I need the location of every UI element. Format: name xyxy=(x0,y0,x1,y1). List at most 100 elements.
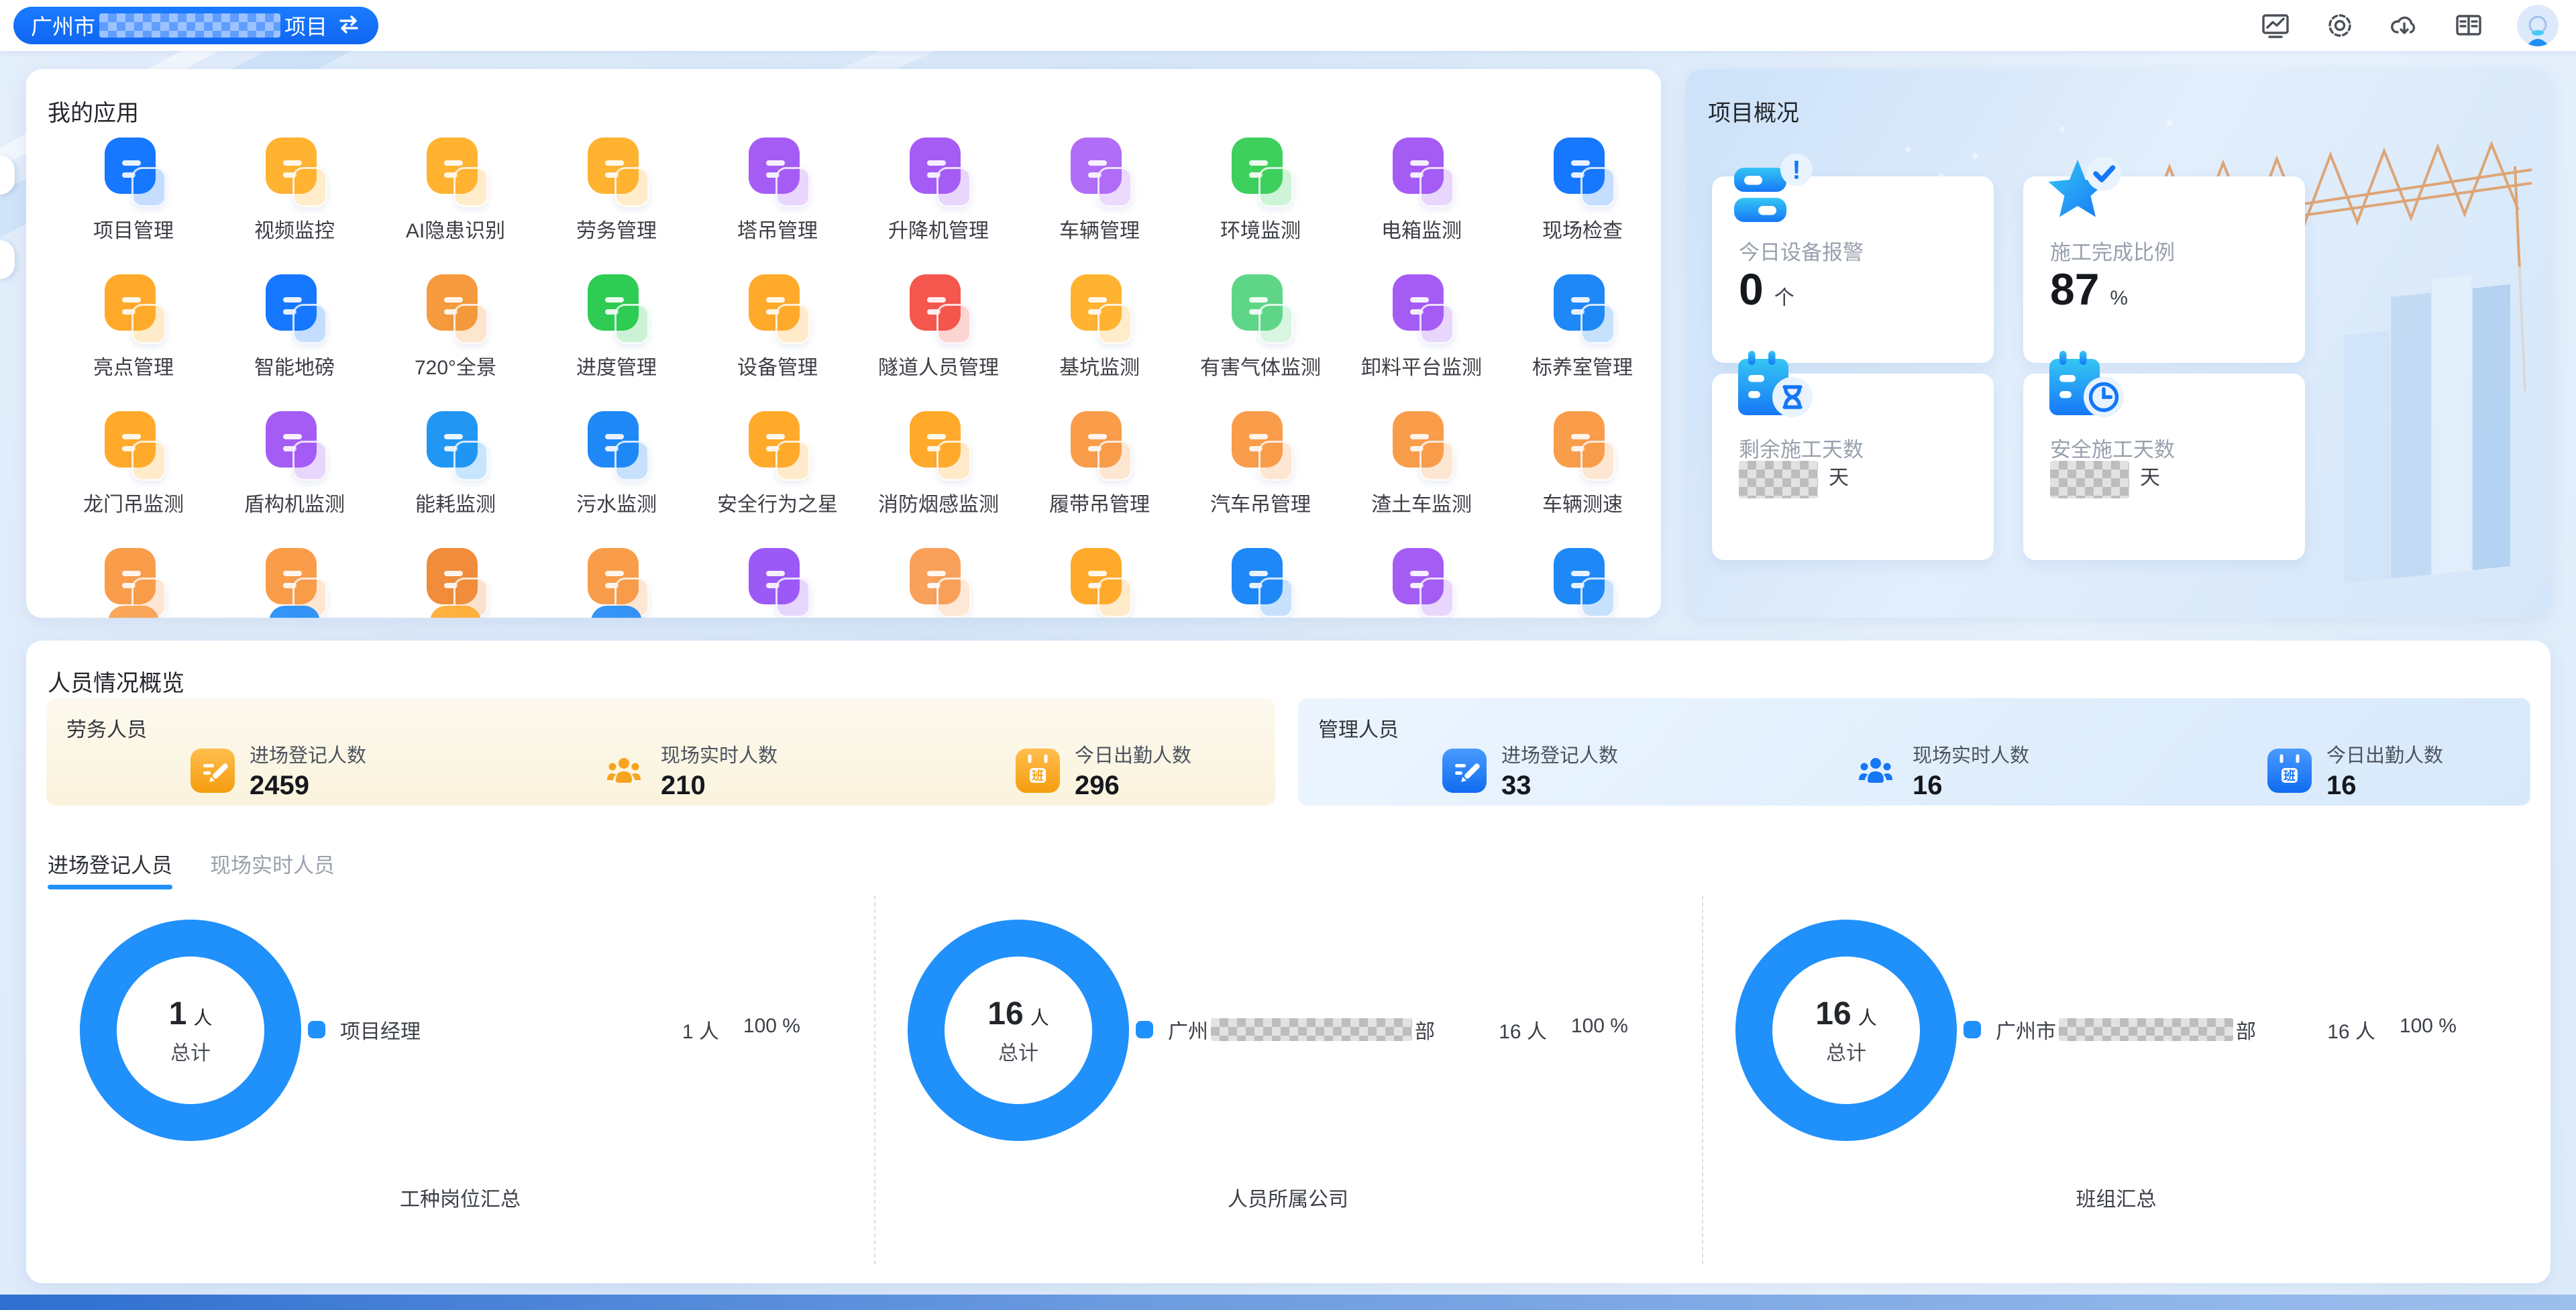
app-item[interactable]: 车辆冲洗监测 xyxy=(858,544,1019,618)
app-item[interactable]: 环境监测 xyxy=(1180,133,1341,243)
sidebar-collapse-handle[interactable] xyxy=(0,240,15,279)
labor-onsite-stat: 现场实时人数 210 xyxy=(602,740,777,801)
app-item[interactable]: 设备管理 xyxy=(697,270,858,380)
remaining-days-card: 剩余施工天数 天 xyxy=(1712,351,1994,560)
app-icon xyxy=(419,133,492,207)
app-item[interactable]: 项目管理 xyxy=(53,133,214,243)
app-label: 卸料平台监测 xyxy=(1361,357,1482,379)
app-icon xyxy=(1224,544,1297,618)
donut-center: 16 人 总计 xyxy=(987,995,1049,1065)
project-switcher[interactable]: 广州市 项目 xyxy=(13,7,379,44)
app-item[interactable]: 大体积混凝土测温 xyxy=(1019,544,1180,618)
app-icon xyxy=(97,270,170,344)
app-item[interactable]: 升降机管理 xyxy=(858,133,1019,243)
app-item[interactable]: 进度管理 xyxy=(536,270,697,380)
app-icon xyxy=(419,270,492,344)
app-item[interactable]: 车辆测速 xyxy=(1502,407,1661,517)
app-label: 基坑监测 xyxy=(1059,357,1140,379)
app-icon xyxy=(258,270,331,344)
app-item[interactable]: 渣土车监测 xyxy=(1341,407,1502,517)
app-item[interactable]: 智能地磅 xyxy=(214,270,375,380)
card-label: 今日设备报警 xyxy=(1739,241,1864,264)
app-item[interactable]: 汽车吊管理 xyxy=(1180,407,1341,517)
monitor-icon[interactable] xyxy=(2259,9,2292,42)
labor-registered-stat: 进场登记人数 2459 xyxy=(191,740,366,801)
app-icon xyxy=(1385,544,1458,618)
app-icon xyxy=(1063,544,1136,618)
people-icon xyxy=(602,749,646,793)
management-personnel-band: 管理人员 进场登记人数 33 现场实时人数 16 班 今日 xyxy=(1298,698,2530,806)
app-item[interactable]: 安全行为之星 xyxy=(697,407,858,517)
app-item[interactable]: 有害气体监测 xyxy=(1180,270,1341,380)
card-unit: 天 xyxy=(1829,467,1849,489)
stat-value: 210 xyxy=(661,771,706,800)
register-icon xyxy=(191,748,235,793)
app-item[interactable]: 基坑监测 xyxy=(1019,270,1180,380)
app-item[interactable]: 能耗监测 xyxy=(375,407,536,517)
tab-registered-personnel[interactable]: 进场登记人员 xyxy=(48,849,172,889)
legend-row: 广州市 部 16 人 100 % xyxy=(1964,1014,2457,1046)
app-item[interactable]: 车辆管理 xyxy=(1019,133,1180,243)
stat-value: 16 xyxy=(2326,771,2357,800)
app-icon xyxy=(741,270,814,344)
app-label: 升降机管理 xyxy=(888,220,989,242)
app-item[interactable]: 潮汐水位监测 xyxy=(1180,544,1341,618)
bottom-strip xyxy=(0,1295,2576,1310)
stat-label: 现场实时人数 xyxy=(661,745,778,767)
card-label: 安全施工天数 xyxy=(2050,438,2175,461)
app-label: 电箱监测 xyxy=(1381,220,1462,242)
app-item[interactable]: 塔吊管理 xyxy=(697,133,858,243)
labor-attendance-stat: 班 今日出勤人数 296 xyxy=(1016,740,1191,801)
app-label: 智能地磅 xyxy=(254,357,335,379)
app-item[interactable]: 消防烟感监测 xyxy=(858,407,1019,517)
sidebar-collapse-handle[interactable] xyxy=(0,156,15,195)
app-item[interactable]: 挖掘机监测 xyxy=(53,544,214,618)
app-item[interactable]: 720°全景 xyxy=(375,270,536,380)
cloud-download-icon[interactable] xyxy=(2388,9,2420,42)
svg-text:班: 班 xyxy=(2284,769,2296,783)
app-item[interactable]: 标养室管理 xyxy=(1502,270,1661,380)
app-item[interactable]: 污水监测 xyxy=(536,407,697,517)
app-item[interactable]: 隧道人员管理 xyxy=(858,270,1019,380)
app-item[interactable]: 应急管理 xyxy=(1341,544,1502,618)
personnel-title: 人员情况概览 xyxy=(48,671,184,696)
gear-icon[interactable] xyxy=(2324,9,2356,42)
app-label: 龙门吊监测 xyxy=(83,494,184,516)
app-icon xyxy=(1224,270,1297,344)
app-label: 车辆测速 xyxy=(1542,494,1623,516)
overview-title: 项目概况 xyxy=(1708,101,1799,126)
app-icon xyxy=(1063,133,1136,207)
legend-row: 广州 部 16 人 100 % xyxy=(1136,1014,1628,1046)
app-item[interactable]: 亮点管理 xyxy=(53,270,214,380)
tab-onsite-personnel[interactable]: 现场实时人员 xyxy=(210,854,335,877)
app-label: 能耗监测 xyxy=(415,494,496,516)
personnel-tabs: 进场登记人员 现场实时人员 xyxy=(48,849,335,889)
masked-team-name xyxy=(2059,1018,2233,1041)
app-label: 720°全景 xyxy=(414,357,497,379)
chart-caption: 工种岗位汇总 xyxy=(400,1189,521,1211)
handbook-icon[interactable] xyxy=(2453,9,2485,42)
app-label: 履带吊管理 xyxy=(1049,494,1150,516)
user-avatar[interactable] xyxy=(2517,5,2559,46)
app-item[interactable]: 现场检查 xyxy=(1502,133,1661,243)
app-item[interactable]: 共享资料库 xyxy=(697,544,858,618)
app-icon xyxy=(902,544,975,618)
stat-value: 33 xyxy=(1501,771,1532,800)
app-item[interactable]: AI隐患识别 xyxy=(375,133,536,243)
masked-days-value xyxy=(2050,461,2129,498)
app-item[interactable]: 卸料平台监测 xyxy=(1341,270,1502,380)
card-unit: % xyxy=(2110,287,2129,309)
register-icon xyxy=(1442,748,1487,793)
app-icon xyxy=(258,407,331,481)
app-item[interactable]: 海洋浊度监测 xyxy=(1502,544,1661,618)
app-icon xyxy=(1385,407,1458,481)
app-item[interactable]: 电箱监测 xyxy=(1341,133,1502,243)
app-item[interactable]: 龙门吊监测 xyxy=(53,407,214,517)
topbar-actions xyxy=(2259,0,2559,51)
app-icon xyxy=(1063,270,1136,344)
app-item[interactable]: 视频监控 xyxy=(214,133,375,243)
app-item[interactable]: 履带吊管理 xyxy=(1019,407,1180,517)
app-item[interactable]: 盾构机监测 xyxy=(214,407,375,517)
app-item[interactable]: 劳务管理 xyxy=(536,133,697,243)
